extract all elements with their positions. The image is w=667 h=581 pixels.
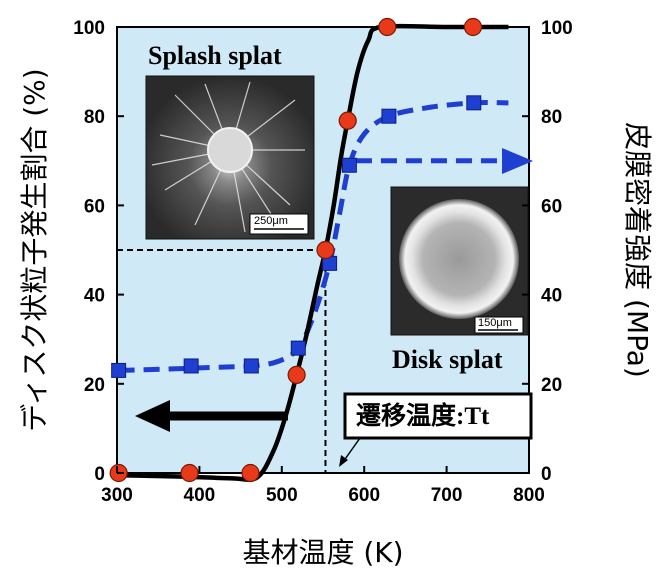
disk-ratio-point [463, 17, 483, 37]
splash-fingers [151, 81, 305, 233]
transition-label-box [343, 392, 533, 440]
y-left-tick-label: 20 [84, 375, 105, 396]
adhesion-strength-point [341, 157, 357, 173]
disk-ratio-point [287, 365, 306, 384]
disk-splat-disc [399, 199, 519, 319]
disk-scale-box [474, 316, 524, 334]
transition-callout: 遷移温度:Tt [339, 392, 533, 467]
transition-label: 遷移温度:Tt [356, 401, 490, 430]
left-axis-arrow [135, 400, 288, 432]
adhesion-strength-point [381, 108, 397, 124]
right-axis-arrow [502, 148, 533, 174]
x-tick-label: 800 [513, 485, 545, 506]
disk-ratio-point [338, 111, 357, 130]
disk-splat-title: Disk splat [392, 345, 503, 374]
disk-ratio-point [241, 463, 260, 483]
y-left-tick-label: 80 [84, 107, 105, 128]
splash-scale-label: 250μm [254, 215, 288, 227]
y-right-tick-label: 20 [541, 375, 562, 396]
x-tick-label: 500 [266, 485, 298, 506]
y-axis-left: 0 20 40 60 80 100 [73, 18, 124, 485]
y-axis-right-title: 皮膜密着強度 (MPa) [621, 122, 654, 378]
adhesion-strength-point [466, 95, 482, 111]
x-axis: 300 400 500 600 700 800 [101, 466, 545, 506]
x-tick-label: 700 [431, 485, 463, 506]
y-left-tick-label: 40 [84, 286, 105, 307]
disk-splat-inset: 150μm Disk splat [390, 186, 529, 374]
adhesion-strength-point [183, 358, 199, 374]
adhesion-strength-point [290, 340, 306, 356]
x-axis-title: 基材温度 (K) [242, 536, 403, 569]
disk-ratio-point [180, 463, 199, 483]
y-left-tick-label: 100 [73, 18, 105, 39]
disk-ratio-point [378, 17, 397, 37]
y-right-tick-label: 100 [541, 18, 573, 39]
transition-guides [117, 249, 327, 473]
disk-ratio-point [316, 240, 335, 260]
y-axis-left-title: ディスク状粒子発生割合 (%) [18, 68, 51, 431]
x-tick-label: 600 [348, 485, 380, 506]
y-left-tick-label: 0 [94, 464, 105, 485]
y-right-tick-label: 80 [541, 107, 562, 128]
y-right-tick-label: 40 [541, 286, 562, 307]
splash-splat-inset: Splash splat 250μm [145, 41, 315, 240]
y-right-tick-label: 60 [541, 196, 562, 217]
series-layer [109, 17, 509, 483]
splash-splat-title: Splash splat [148, 41, 282, 70]
adhesion-strength-point [243, 358, 259, 374]
x-tick-label: 400 [184, 485, 216, 506]
disk-scale-label: 150μm [478, 317, 512, 329]
x-tick-label: 300 [101, 485, 133, 506]
y-axis-right: 0 20 40 60 80 100 [522, 18, 573, 485]
adhesion-strength-point [111, 362, 127, 378]
y-left-tick-label: 60 [84, 196, 105, 217]
y-right-tick-label: 0 [541, 464, 552, 485]
splash-core [207, 127, 253, 173]
